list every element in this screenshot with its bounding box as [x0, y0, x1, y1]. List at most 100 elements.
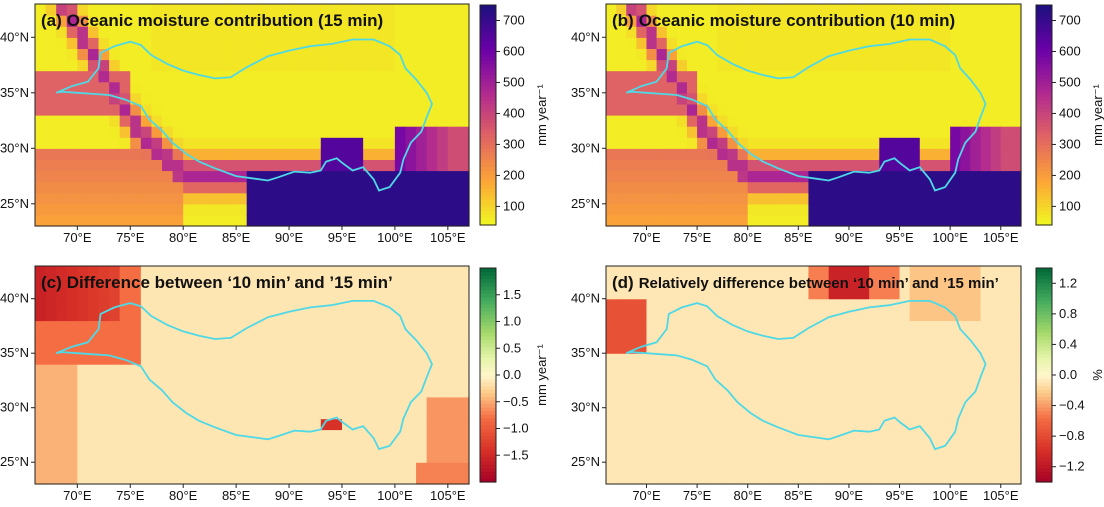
heatmap-cell [267, 59, 280, 72]
heatmap-cell [267, 103, 280, 116]
heatmap-cell [35, 48, 47, 61]
heatmap-cell [676, 170, 688, 183]
heatmap-cell [778, 309, 789, 322]
heatmap-cell [56, 214, 68, 227]
heatmap-cell [909, 331, 921, 343]
heatmap-cell [818, 115, 830, 127]
heatmap-cell [626, 126, 637, 138]
heatmap-cell [109, 309, 121, 322]
heatmap-cell [869, 70, 880, 83]
heatmap-cell [66, 126, 78, 138]
heatmap-cell [828, 375, 840, 387]
heatmap-cell [98, 353, 110, 365]
heatmap-cell [193, 396, 205, 409]
colorbar-segment [480, 396, 496, 401]
heatmap-cell [828, 440, 840, 452]
heatmap-cell [331, 309, 343, 322]
panel-b-title: (b) Oceanic moisture contribution (10 min… [612, 11, 955, 30]
heatmap-cell [56, 287, 68, 300]
heatmap-cell [767, 203, 779, 216]
colorbar-segment [1036, 317, 1052, 323]
heatmap-cell [267, 440, 280, 452]
heatmap-cell [373, 287, 385, 300]
heatmap-cell [373, 126, 385, 138]
heatmap-cell [1010, 429, 1022, 441]
heatmap-cell [45, 170, 57, 183]
heatmap-cell [757, 4, 769, 16]
heatmap-cell [363, 192, 375, 205]
heatmap-cell [707, 375, 718, 387]
heatmap-cell [990, 37, 1002, 49]
heatmap-cell [320, 298, 332, 311]
heatmap-cell [808, 214, 820, 227]
heatmap-cell [214, 375, 227, 387]
heatmap-cell [859, 385, 870, 398]
heatmap-cell [214, 26, 227, 38]
heatmap-cell [352, 462, 364, 474]
x-tick-label: 75°E [683, 230, 712, 245]
heatmap-cell [717, 192, 729, 205]
heatmap-cell [717, 342, 729, 354]
heatmap-cell [183, 92, 195, 105]
heatmap-cell [869, 59, 880, 72]
heatmap-cell [437, 92, 449, 105]
heatmap-cell [838, 103, 850, 116]
heatmap-cell [808, 15, 820, 27]
heatmap-cell [447, 115, 460, 127]
x-tick-label: 70°E [632, 230, 661, 245]
heatmap-cell [626, 70, 637, 83]
heatmap-cell [919, 364, 931, 376]
heatmap-cell [727, 126, 739, 138]
heatmap-cell [246, 15, 258, 27]
heatmap-cell [246, 115, 258, 127]
heatmap-cell [98, 70, 110, 83]
heatmap-cell [646, 26, 658, 38]
heatmap-cell [990, 451, 1002, 463]
colorbar-tick-label: 200 [1059, 167, 1081, 182]
heatmap-cell [130, 48, 142, 61]
heatmap-cell [310, 15, 322, 27]
heatmap-cell [373, 59, 385, 72]
heatmap-cell [257, 192, 269, 205]
heatmap-cell [35, 15, 47, 27]
x-tick-label: 100°E [932, 488, 968, 502]
heatmap-cell [299, 364, 311, 376]
heatmap-cell [737, 203, 749, 216]
heatmap-cell [394, 331, 407, 343]
heatmap-cell [848, 181, 860, 194]
heatmap-cell [788, 192, 799, 205]
heatmap-cell [646, 214, 658, 227]
heatmap-cell [778, 298, 789, 311]
heatmap-cell [352, 407, 364, 420]
colorbar-segment [480, 439, 496, 444]
heatmap-cell [109, 92, 121, 105]
heatmap-cell [257, 37, 269, 49]
heatmap-cell [757, 214, 769, 227]
heatmap-cell [869, 309, 880, 322]
colorbar-segment [1036, 435, 1052, 440]
heatmap-cell [109, 37, 121, 49]
heatmap-cell [676, 353, 688, 365]
colorbar-tick-label: 700 [1059, 12, 1081, 27]
heatmap-cell [299, 81, 311, 94]
heatmap-cell [56, 126, 68, 138]
heatmap-cell [320, 15, 332, 27]
heatmap-cell [320, 407, 332, 420]
heatmap-cell [246, 353, 258, 365]
heatmap-cell [919, 375, 931, 387]
heatmap-cell [373, 375, 385, 387]
heatmap-cell [352, 137, 364, 149]
heatmap-cell [828, 287, 840, 300]
heatmap-cell [320, 192, 332, 205]
heatmap-cell [225, 26, 237, 38]
heatmap-cell [707, 385, 718, 398]
heatmap-cell [848, 92, 860, 105]
heatmap-cell [98, 203, 110, 216]
colorbar-segment [1036, 289, 1052, 294]
heatmap-cell [889, 203, 901, 216]
heatmap-cell [818, 385, 830, 398]
heatmap-cell [929, 364, 941, 376]
heatmap-cell [960, 309, 971, 322]
heatmap-cell [204, 385, 216, 398]
heatmap-cell [363, 15, 375, 27]
